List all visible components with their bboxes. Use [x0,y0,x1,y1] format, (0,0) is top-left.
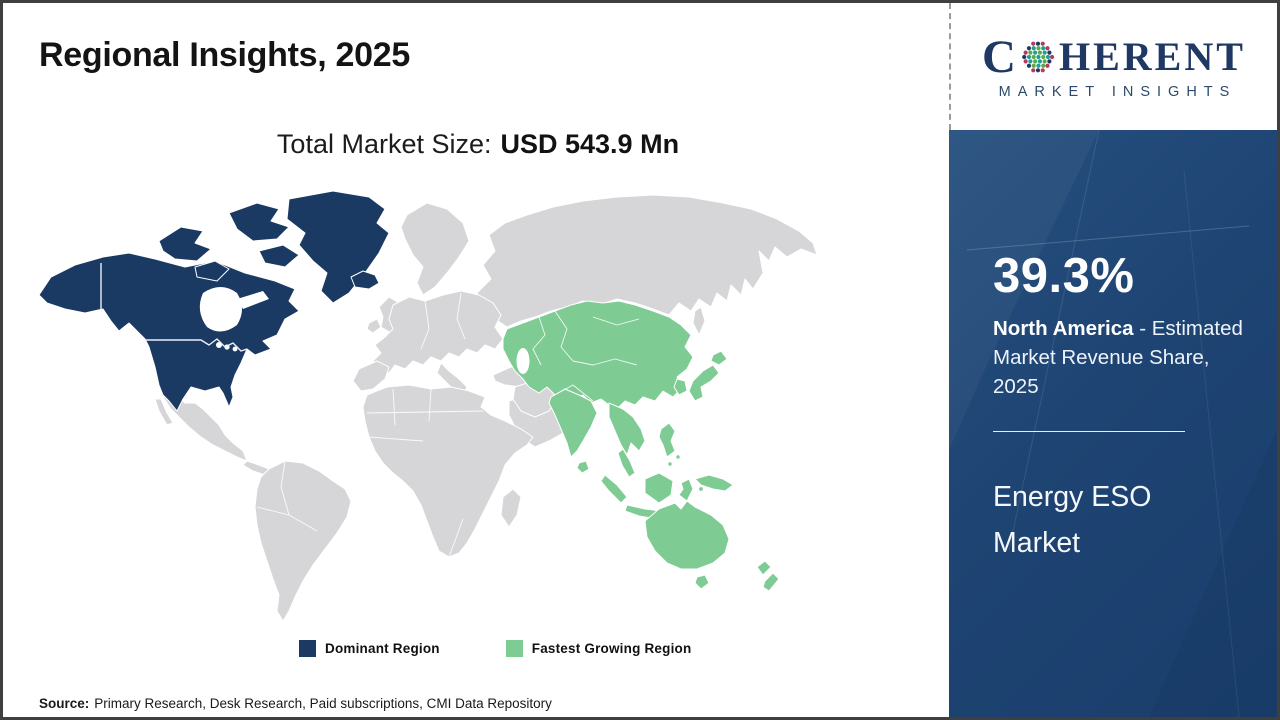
us-canada-border [100,263,248,352]
world-map-container [33,189,823,629]
source-line: Source: Primary Research, Desk Research, … [39,696,552,711]
map-legend: Dominant Region Fastest Growing Region [299,640,691,657]
market-share-description: North America - Estimated Market Revenue… [993,314,1245,401]
market-share-desc-rest: - Estimated Market Revenue Share, 2025 [993,317,1243,399]
dominant-region-label: Dominant Region [325,641,440,656]
inland-seas [476,348,530,374]
fastest-growing-region-swatch [505,640,523,657]
region-rest-of-world [154,194,818,622]
total-market-size-value: USD 543.9 Mn [500,129,680,159]
legend-item-fastest-growing: Fastest Growing Region [505,640,692,657]
source-text: Primary Research, Desk Research, Paid su… [94,696,552,711]
legend-item-dominant: Dominant Region [299,640,440,657]
sidebar-divider [993,431,1185,433]
brand-logo-rest: HERENT [1059,34,1246,79]
total-market-size-label: Total Market Size: [276,129,492,159]
dotted-globe-icon [1022,41,1055,73]
total-market-size: Total Market Size: USD 543.9 Mn [63,129,893,160]
sidebar-content: 39.3% North America - Estimated Market R… [949,130,1277,567]
brand-logo: C HERENT MARKET INSIGHTS [949,3,1277,130]
country-borders [256,292,640,558]
page-title: Regional Insights, 2025 [39,36,410,74]
highlight-sidebar: 39.3% North America - Estimated Market R… [949,130,1277,717]
brand-logo-tagline: MARKET INSIGHTS [998,83,1237,100]
fastest-growing-region-label: Fastest Growing Region [531,641,692,656]
region-asia-pacific [502,300,780,592]
market-name: Energy ESO Market [993,481,1152,560]
source-label: Source: [39,696,90,711]
brand-logo-letter-c: C [982,30,1017,83]
brand-logo-wordmark: C HERENT [982,30,1246,83]
market-share-region: North America [993,317,1134,340]
dominant-region-swatch [299,640,316,657]
hudson-bay-cutout [199,287,269,352]
market-share-value: 39.3% [993,249,1135,303]
world-map [38,190,818,622]
